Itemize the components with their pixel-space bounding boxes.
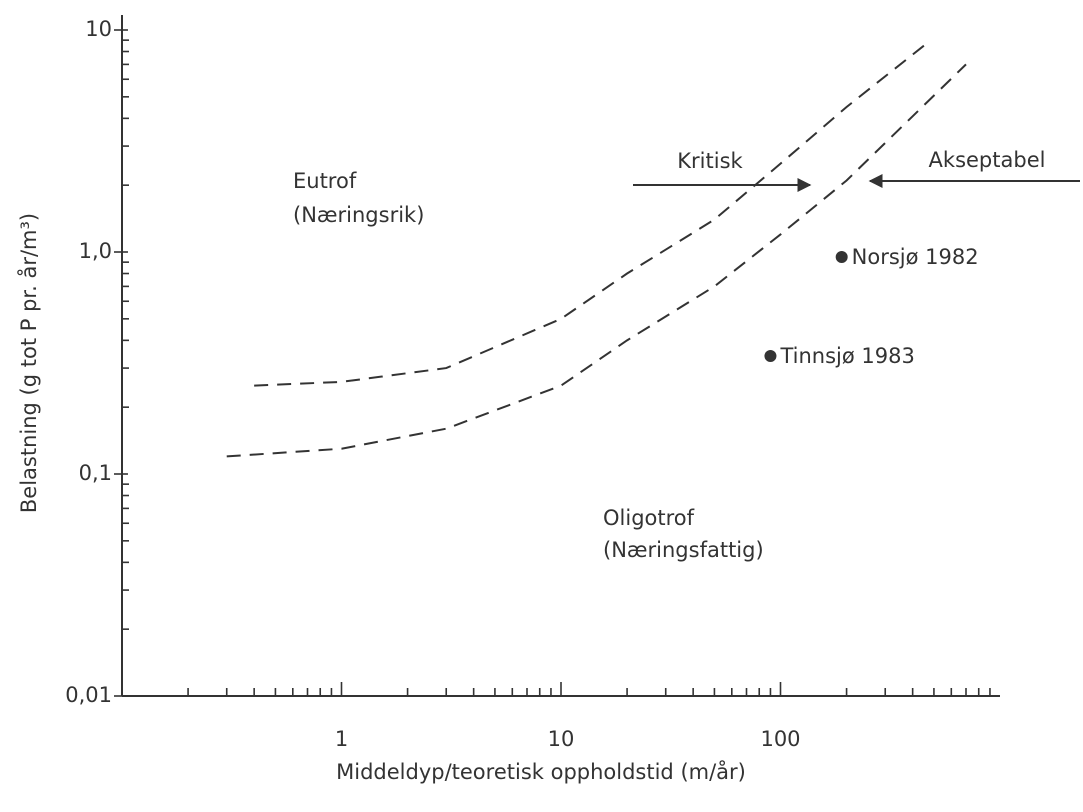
point-label: Norsjø 1982 bbox=[852, 245, 979, 269]
annotation: (Næringsrik) bbox=[293, 203, 424, 227]
curve bbox=[226, 63, 967, 458]
curve-label: Kritisk bbox=[677, 149, 743, 173]
y-tick-label: 0,1 bbox=[79, 461, 112, 485]
curve bbox=[254, 44, 925, 387]
annotation: Eutrof bbox=[293, 169, 357, 193]
y-tick-label: 0,01 bbox=[65, 683, 112, 707]
y-axis-label: Belastning (g tot P pr. år/m³) bbox=[16, 213, 41, 513]
curve-label: Akseptabel bbox=[929, 148, 1046, 172]
point bbox=[764, 350, 777, 363]
x-tick-label: 100 bbox=[760, 727, 800, 751]
annotation: Oligotrof bbox=[603, 506, 695, 530]
x-tick-label: 1 bbox=[335, 727, 348, 751]
y-tick-label: 10 bbox=[85, 17, 112, 41]
x-axis-label: Middeldyp/teoretisk oppholdstid (m/år) bbox=[336, 759, 746, 784]
point bbox=[835, 250, 848, 263]
annotation: (Næringsfattig) bbox=[603, 538, 764, 562]
y-tick-label: 1,0 bbox=[79, 239, 112, 263]
point-label: Tinnsjø 1983 bbox=[779, 344, 914, 368]
x-tick-label: 10 bbox=[548, 727, 575, 751]
